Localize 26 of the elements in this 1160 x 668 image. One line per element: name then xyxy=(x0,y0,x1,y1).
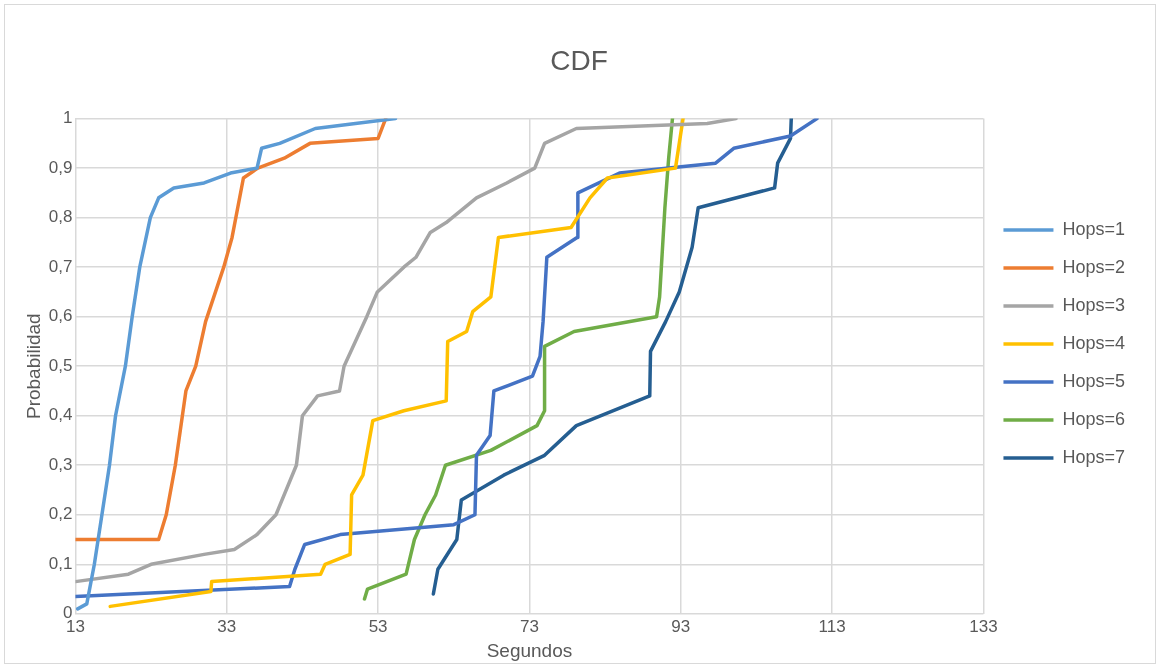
y-tick-label: 0,2 xyxy=(48,504,73,524)
legend-label: Hops=1 xyxy=(1062,218,1125,239)
x-tick-label: 113 xyxy=(818,616,846,636)
x-tick-label: 93 xyxy=(671,616,691,636)
x-tick-label: 133 xyxy=(969,616,998,636)
y-tick-label: 1 xyxy=(62,108,73,128)
y-tick-label: 0,4 xyxy=(48,405,73,425)
y-axis-title: Probabilidad xyxy=(22,313,44,420)
y-tick-label: 0,8 xyxy=(48,207,73,227)
x-tick-label: 53 xyxy=(368,616,388,636)
x-axis-title: Segundos xyxy=(486,639,573,661)
y-tick-label: 0,6 xyxy=(48,306,73,326)
legend-label: Hops=2 xyxy=(1062,256,1125,277)
legend-label: Hops=7 xyxy=(1062,446,1125,467)
legend-label: Hops=6 xyxy=(1062,408,1125,429)
y-tick-label: 0,9 xyxy=(48,157,73,177)
x-tick-label: 73 xyxy=(519,616,539,636)
legend-label: Hops=3 xyxy=(1062,294,1125,315)
y-tick-label: 0,3 xyxy=(48,454,73,474)
legend-label: Hops=5 xyxy=(1062,370,1125,391)
chart-title: CDF xyxy=(550,44,608,76)
legend-label: Hops=4 xyxy=(1062,332,1125,353)
y-tick-label: 0,1 xyxy=(48,553,73,573)
x-tick-label: 33 xyxy=(217,616,237,636)
y-tick-label: 0,7 xyxy=(48,256,73,276)
y-tick-label: 0,5 xyxy=(48,355,73,375)
